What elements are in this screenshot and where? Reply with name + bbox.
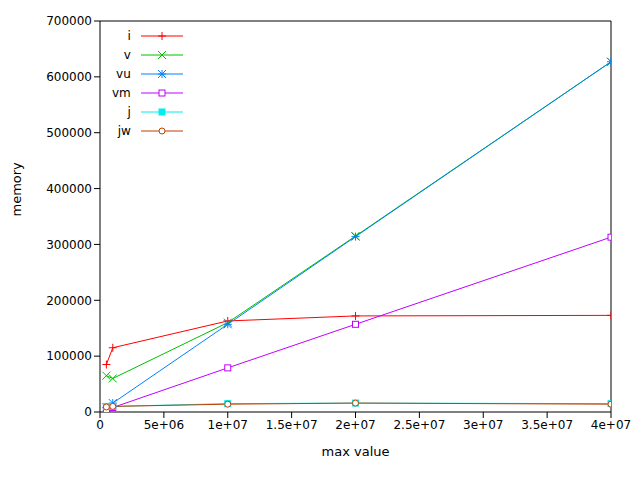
svg-text:700000: 700000	[46, 14, 92, 28]
html-text:v: v	[123, 47, 131, 62]
svg-text:2.5e+07: 2.5e+07	[393, 418, 445, 432]
html-text:j: j	[127, 104, 131, 119]
svg-text:3e+07: 3e+07	[463, 418, 503, 432]
svg-text:200000: 200000	[46, 294, 92, 308]
html-text:vm: vm	[112, 85, 131, 100]
svg-text:4e+07: 4e+07	[591, 418, 631, 432]
svg-text:3.5e+07: 3.5e+07	[521, 418, 573, 432]
svg-text:memory: memory	[9, 162, 24, 217]
svg-text:500000: 500000	[46, 126, 92, 140]
html-text:i: i	[127, 28, 131, 43]
svg-text:0: 0	[96, 418, 104, 432]
svg-text:1e+07: 1e+07	[208, 418, 248, 432]
svg-text:600000: 600000	[46, 70, 92, 84]
svg-text:max value: max value	[322, 444, 390, 459]
svg-text:5e+06: 5e+06	[144, 418, 184, 432]
svg-text:100000: 100000	[46, 349, 92, 363]
html-text:vu: vu	[116, 66, 131, 81]
svg-text:300000: 300000	[46, 238, 92, 252]
svg-text:2e+07: 2e+07	[335, 418, 375, 432]
svg-text:0: 0	[84, 405, 92, 419]
html-text:jw: jw	[117, 123, 131, 138]
svg-text:1.5e+07: 1.5e+07	[266, 418, 318, 432]
svg-text:400000: 400000	[46, 182, 92, 196]
